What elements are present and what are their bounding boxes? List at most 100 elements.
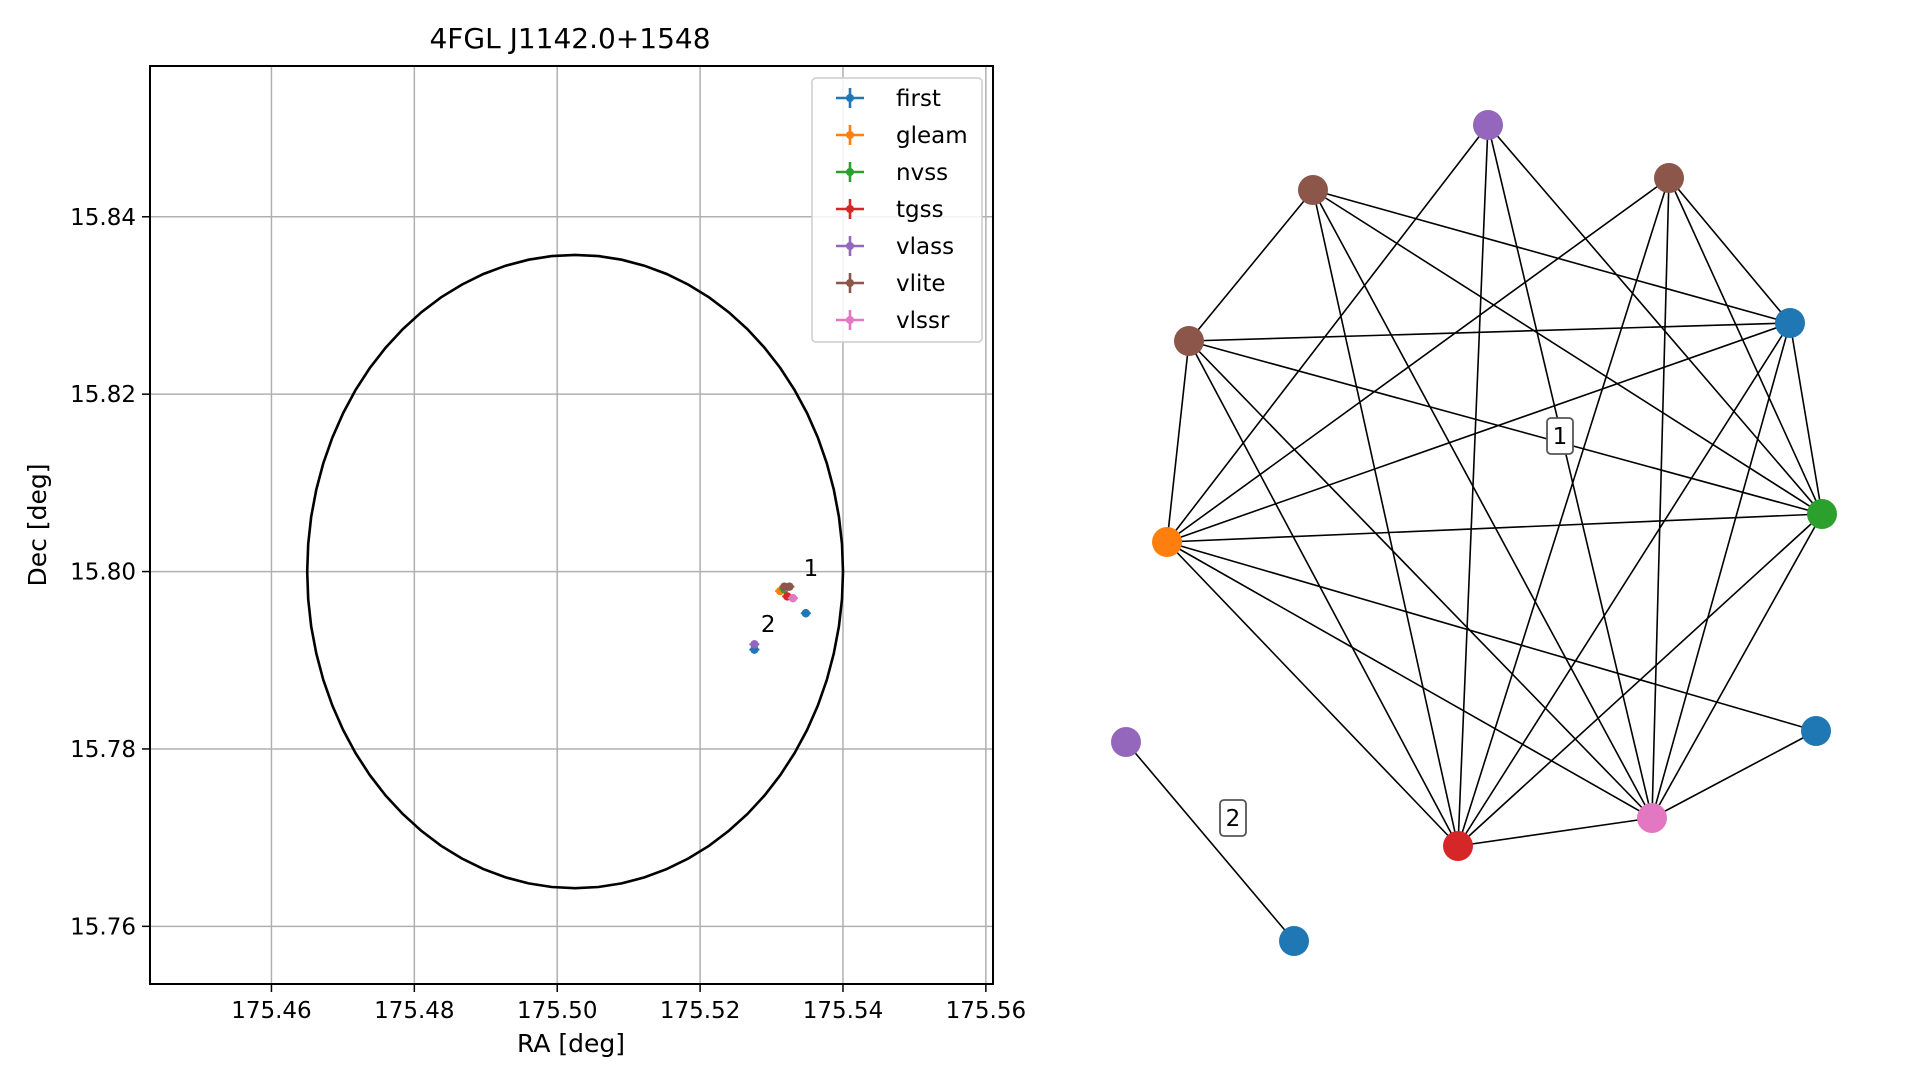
graph-edge: [1166, 541, 1653, 819]
y-axis-label: Dec [deg]: [23, 464, 52, 587]
graph-edge: [1312, 189, 1459, 847]
graph-edge: [1789, 322, 1823, 515]
graph-labels: 12: [1219, 417, 1574, 837]
x-tick-label: 175.56: [946, 998, 1026, 1024]
legend-entry-gleam: gleam: [836, 123, 968, 149]
graph-edge: [1188, 340, 1459, 847]
legend-label: vlass: [896, 234, 954, 260]
graph-node: [1279, 926, 1309, 956]
graph-edge: [1166, 513, 1823, 543]
legend-marker-dot: [846, 279, 854, 287]
graph-edge: [1166, 322, 1791, 543]
graph-edge: [1188, 322, 1791, 342]
legend-marker-dot: [846, 168, 854, 176]
graph-node: [1654, 163, 1684, 193]
grid: [150, 66, 993, 984]
graph-edge: [1188, 340, 1823, 515]
y-axis-ticks: 15.76 15.78 15.80 15.82 15.84: [70, 205, 150, 940]
legend-entry-nvss: nvss: [836, 160, 948, 186]
legend-entry-tgss: tgss: [836, 197, 944, 223]
graph-edge: [1457, 322, 1791, 847]
graph-edge: [1651, 322, 1791, 819]
graph-edge: [1668, 177, 1823, 515]
graph-edge: [1312, 189, 1823, 515]
graph-node: [1152, 527, 1182, 557]
x-tick-label: 175.48: [374, 998, 454, 1024]
legend-label: vlssr: [896, 308, 950, 334]
data-point-vlssr: [788, 593, 798, 603]
graph-label-box: [1546, 417, 1574, 455]
x-tick-label: 175.52: [660, 998, 740, 1024]
legend-label: nvss: [896, 160, 948, 186]
y-tick-label: 15.76: [70, 914, 136, 940]
graph-edge: [1651, 513, 1823, 819]
graph-node: [1298, 175, 1328, 205]
legend: first gleam nvss tgss vlass vlite vlssr: [811, 77, 983, 343]
graph-edge: [1487, 124, 1653, 819]
graph-edge: [1457, 817, 1653, 847]
graph-edge: [1166, 541, 1817, 732]
graph-edge: [1668, 177, 1791, 324]
graph-edge: [1166, 541, 1459, 847]
graph-edge: [1312, 189, 1653, 819]
graph-node: [1174, 326, 1204, 356]
y-tick-label: 15.84: [70, 205, 136, 231]
axes-frame: [149, 65, 994, 985]
graph-edge: [1457, 177, 1670, 847]
association-graph: 12: [1111, 110, 1837, 956]
graph-edge: [1166, 124, 1489, 543]
graph-edges: [1125, 124, 1823, 942]
graph-node: [1807, 499, 1837, 529]
graph-edge: [1457, 513, 1823, 847]
legend-entry-first: first: [836, 86, 941, 112]
plot-title: 4FGL J1142.0+1548: [429, 22, 710, 55]
graph-edge: [1651, 177, 1670, 819]
error-ellipse-curve: [305, 253, 845, 890]
graph-component-label: 1: [1546, 417, 1574, 455]
sky-position-plot: 4FGL J1142.0+1548 12 175.46 175.48 175.50 1…: [23, 22, 1026, 1058]
data-points: [749, 582, 811, 654]
legend-marker-dot: [846, 316, 854, 324]
data-point-vlass: [750, 640, 759, 649]
legend-marker-dot: [846, 205, 854, 213]
legend-label: tgss: [896, 197, 944, 223]
x-tick-label: 175.46: [231, 998, 311, 1024]
graph-edge: [1125, 741, 1295, 942]
graph-node: [1111, 727, 1141, 757]
graph-edge: [1487, 124, 1823, 515]
legend-label: first: [896, 86, 941, 112]
x-tick-label: 175.50: [517, 998, 597, 1024]
legend-label: gleam: [896, 123, 968, 149]
legend-entry-vlass: vlass: [836, 234, 954, 260]
legend-marker-dot: [846, 242, 854, 250]
legend-entry-vlite: vlite: [836, 271, 946, 297]
graph-label-box: [1219, 799, 1247, 837]
graph-edge: [1188, 340, 1653, 819]
error-ellipse: [305, 253, 845, 890]
data-point-vlite: [785, 582, 794, 591]
graph-component-label: 2: [1219, 799, 1247, 837]
graph-edge: [1188, 189, 1314, 342]
point-annotations: 12: [761, 556, 819, 638]
graph-nodes: [1111, 110, 1837, 956]
data-point-first: [801, 609, 811, 618]
graph-label-text: 2: [1226, 806, 1241, 832]
x-axis-label: RA [deg]: [517, 1029, 625, 1058]
point-annotation: 2: [761, 612, 776, 638]
graph-node: [1801, 716, 1831, 746]
legend-entry-vlssr: vlssr: [836, 308, 950, 334]
graph-edge: [1166, 177, 1670, 543]
graph-label-text: 1: [1553, 424, 1568, 450]
legend-marker-dot: [846, 94, 854, 102]
graph-node: [1637, 803, 1667, 833]
legend-marker-dot: [846, 131, 854, 139]
graph-edge: [1312, 189, 1791, 324]
graph-edge: [1651, 730, 1817, 819]
y-tick-label: 15.82: [70, 382, 136, 408]
graph-edge: [1166, 340, 1190, 543]
y-tick-label: 15.78: [70, 737, 136, 763]
y-tick-label: 15.80: [70, 560, 136, 586]
graph-node: [1473, 110, 1503, 140]
